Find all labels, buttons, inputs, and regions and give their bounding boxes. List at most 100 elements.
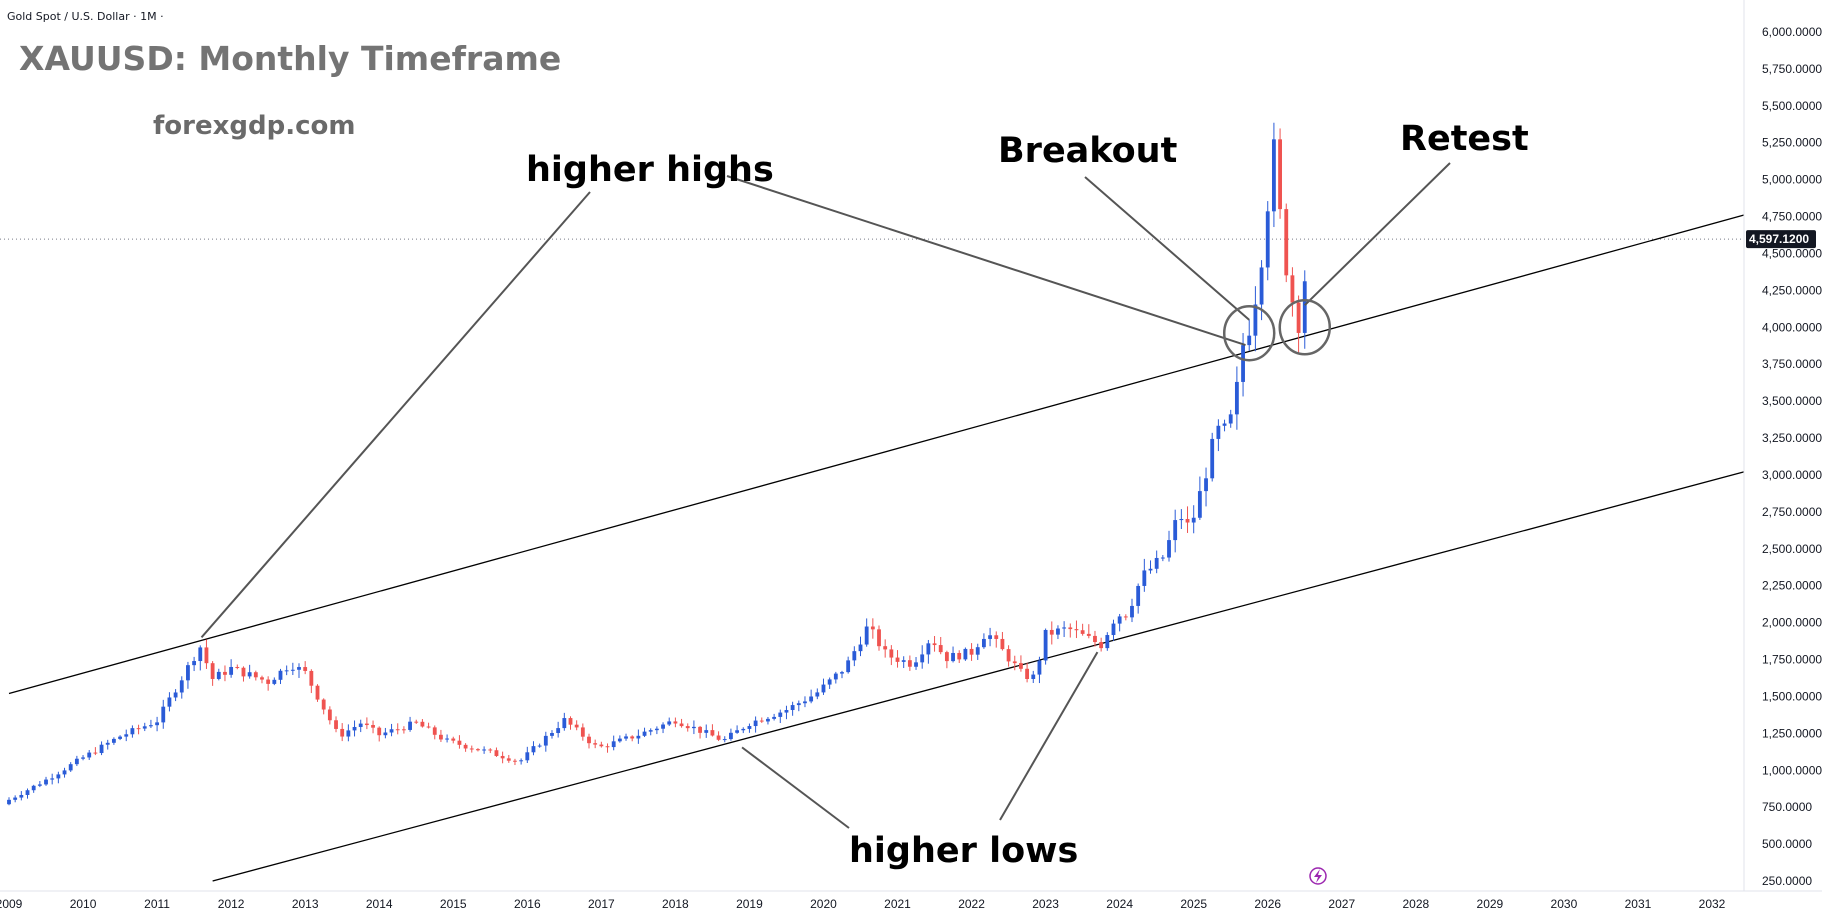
annotation-arrow — [200, 191, 591, 639]
candle-body — [624, 736, 628, 739]
candle-body — [914, 662, 918, 667]
candle-body — [796, 703, 801, 706]
price-axis-panel[interactable] — [1744, 0, 1822, 891]
candle-body — [580, 727, 585, 737]
candle-body — [476, 749, 480, 751]
year-tick-label: 2023 — [1032, 897, 1059, 911]
candle-body — [142, 726, 147, 729]
time-axis-panel[interactable] — [0, 891, 1822, 921]
price-tick-label: 1,750.0000 — [1762, 653, 1822, 667]
price-tick-label: 5,000.0000 — [1762, 173, 1822, 187]
candle-body — [858, 644, 863, 652]
candle-body — [729, 732, 733, 740]
year-tick-label: 2024 — [1106, 897, 1133, 911]
candle-body — [87, 752, 92, 758]
candle-body — [932, 643, 937, 646]
candle-body — [772, 716, 777, 719]
candle-body — [963, 648, 968, 660]
candle-body — [309, 670, 314, 686]
price-tick-label: 5,500.0000 — [1762, 99, 1822, 113]
candle-body — [457, 740, 462, 745]
last-price-label: 4,597.1200 — [1749, 232, 1809, 246]
candle-body — [1080, 630, 1085, 634]
candle-body — [1167, 540, 1171, 558]
candle-body — [1148, 568, 1153, 571]
candle-body — [883, 646, 888, 650]
candle-body — [821, 684, 826, 693]
year-tick-label: 2027 — [1328, 897, 1355, 911]
candle-body — [1093, 635, 1097, 643]
annotation-circle — [1222, 304, 1276, 362]
candle-body — [1265, 211, 1270, 268]
candle-body — [81, 757, 85, 759]
candle-body — [278, 670, 283, 680]
candle-body — [766, 718, 770, 722]
retest-label: Retest — [1400, 119, 1529, 159]
candle-body — [482, 749, 487, 751]
price-tick-label: 1,250.0000 — [1762, 726, 1822, 740]
trendline-lower[interactable] — [212, 469, 1750, 882]
price-tick-label: 4,500.0000 — [1762, 246, 1822, 260]
candle-body — [290, 669, 295, 671]
candle-body — [519, 760, 524, 762]
candle-body — [500, 755, 505, 759]
year-tick-label: 2010 — [70, 897, 97, 911]
candle-body — [988, 635, 992, 639]
candle-body — [377, 727, 382, 736]
candle-body — [1086, 633, 1091, 636]
candle-body — [1197, 491, 1202, 518]
candle-body — [630, 736, 635, 739]
breakout-label: Breakout — [998, 131, 1177, 171]
candle-body — [833, 673, 838, 680]
candle-body — [1154, 557, 1159, 569]
candle-body — [111, 738, 116, 743]
price-tick-label: 750.0000 — [1762, 800, 1812, 814]
candle-body — [642, 731, 647, 736]
instrument-legend[interactable]: Gold Spot / U.S. Dollar · 1M · — [7, 10, 164, 23]
price-tick-label: 250.0000 — [1762, 874, 1812, 888]
candle-body — [383, 732, 388, 736]
candle-body — [68, 764, 73, 771]
candle-body — [401, 729, 406, 731]
candle-body — [334, 720, 338, 729]
price-tick-label: 5,750.0000 — [1762, 62, 1822, 76]
candle-body — [556, 728, 561, 734]
trendlines[interactable] — [0, 212, 1750, 882]
price-tick-label: 4,750.0000 — [1762, 210, 1822, 224]
price-tick-label: 2,000.0000 — [1762, 616, 1822, 630]
candle-body — [1031, 674, 1036, 680]
candle-body — [414, 721, 419, 723]
candle-body — [611, 741, 616, 748]
candle-body — [877, 629, 881, 647]
candle-body — [716, 735, 721, 740]
trendline-upper[interactable] — [8, 212, 1750, 695]
price-tick-label: 5,250.0000 — [1762, 136, 1822, 150]
candle-body — [1123, 616, 1128, 618]
lightning-icon[interactable] — [1309, 867, 1327, 885]
candle-body — [364, 723, 369, 726]
candle-body — [741, 728, 746, 731]
year-tick-label: 2014 — [366, 897, 393, 911]
candle-body — [303, 667, 308, 671]
price-tick-label: 2,750.0000 — [1762, 505, 1822, 519]
candle-body — [550, 733, 554, 736]
candle-body — [1234, 381, 1239, 415]
candle-body — [587, 736, 591, 744]
year-tick-label: 2030 — [1551, 897, 1578, 911]
candle-body — [957, 652, 962, 660]
chart-title: XAUUSD: Monthly Timeframe — [19, 39, 561, 78]
candle-body — [981, 638, 986, 648]
candle-body — [105, 742, 110, 745]
candle-body — [216, 671, 221, 679]
candle-body — [747, 726, 752, 729]
price-tick-label: 3,500.0000 — [1762, 394, 1822, 408]
candle-body — [247, 672, 252, 677]
candle-body — [809, 696, 814, 702]
price-tick-label: 2,250.0000 — [1762, 579, 1822, 593]
candle-body — [852, 651, 857, 661]
candle-body — [1253, 304, 1258, 336]
candle-body — [272, 679, 277, 684]
candle-body — [685, 726, 690, 729]
